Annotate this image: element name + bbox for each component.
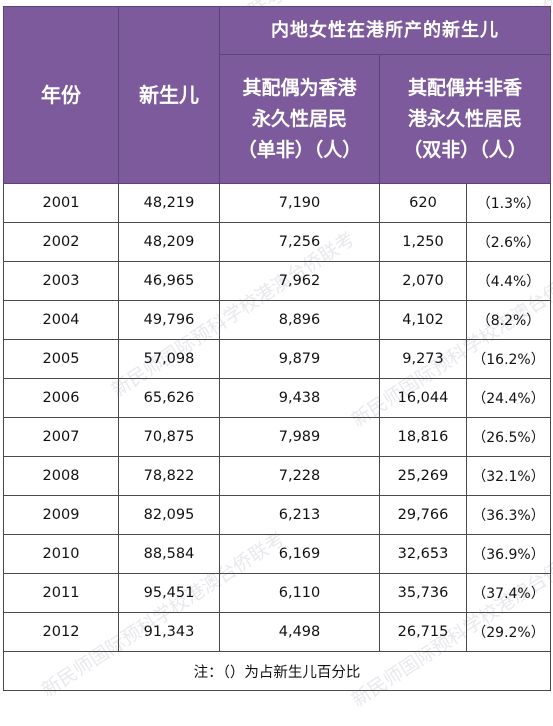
cell-double: 2,070: [379, 261, 467, 301]
cell-percent: （24.4%）: [465, 378, 552, 418]
cell-percent: （16.2%）: [465, 339, 552, 379]
cell-single: 4,498: [219, 612, 380, 652]
table-row: 2010 88,584 6,169 32,653 （36.9%）: [3, 534, 552, 574]
cell-double: 1,250: [379, 222, 467, 262]
cell-single: 6,110: [219, 573, 380, 613]
cell-newborn: 70,875: [118, 417, 220, 457]
table-row: 2009 82,095 6,213 29,766 （36.3%）: [3, 495, 552, 535]
cell-percent: （36.3%）: [465, 495, 552, 535]
cell-percent: （36.9%）: [465, 534, 552, 574]
header-double-line1: 其配偶并非香: [408, 76, 523, 99]
cell-single: 6,213: [219, 495, 380, 535]
cell-double: 29,766: [379, 495, 467, 535]
table-row: 2005 57,098 9,879 9,273 （16.2%）: [3, 339, 552, 379]
cell-year: 2009: [3, 495, 119, 535]
cell-year: 2010: [3, 534, 119, 574]
cell-single: 9,438: [219, 378, 380, 418]
cell-double: 35,736: [379, 573, 467, 613]
cell-percent: （8.2%）: [465, 300, 552, 340]
cell-double: 18,816: [379, 417, 467, 457]
cell-newborn: 49,796: [118, 300, 220, 340]
table-row: 2012 91,343 4,498 26,715 （29.2%）: [3, 612, 552, 652]
header-double-non: 其配偶并非香 港永久性居民 （双非）（人）: [378, 54, 552, 184]
header-single-line2: 永久性居民: [251, 107, 347, 130]
header-single-line1: 其配偶为香港: [242, 76, 357, 99]
cell-newborn: 95,451: [118, 573, 220, 613]
cell-single: 7,962: [219, 261, 380, 301]
cell-newborn: 46,965: [118, 261, 220, 301]
cell-year: 2005: [3, 339, 119, 379]
cell-year: 2004: [3, 300, 119, 340]
header-mainland-mothers: 内地女性在港所产的新生儿: [218, 6, 552, 55]
cell-double: 620: [379, 183, 467, 223]
note-row: 注：（）为占新生儿百分比: [2, 651, 552, 691]
cell-year: 2001: [3, 183, 119, 223]
cell-double: 32,653: [379, 534, 467, 574]
cell-newborn: 82,095: [118, 495, 220, 535]
cell-newborn: 48,209: [118, 222, 220, 262]
table-row: 2004 49,796 8,896 4,102 （8.2%）: [3, 300, 552, 340]
cell-percent: （1.3%）: [465, 183, 552, 223]
cell-percent: （37.4%）: [465, 573, 552, 613]
table-row: 2002 48,209 7,256 1,250 （2.6%）: [3, 222, 552, 262]
cell-double: 16,044: [379, 378, 467, 418]
table-row: 2007 70,875 7,989 18,816 （26.5%）: [3, 417, 552, 457]
cell-double: 26,715: [379, 612, 467, 652]
header-double-line3: （双非）（人）: [403, 138, 527, 161]
table-row: 2006 65,626 9,438 16,044 （24.4%）: [3, 378, 552, 418]
cell-newborn: 91,343: [118, 612, 220, 652]
cell-single: 7,190: [219, 183, 380, 223]
cell-single: 9,879: [219, 339, 380, 379]
cell-single: 7,228: [219, 456, 380, 496]
cell-percent: （4.4%）: [465, 261, 552, 301]
cell-percent: （2.6%）: [465, 222, 552, 262]
cell-year: 2011: [3, 573, 119, 613]
cell-percent: （32.1%）: [465, 456, 552, 496]
cell-year: 2008: [3, 456, 119, 496]
cell-single: 7,256: [219, 222, 380, 262]
header-newborn: 新生儿: [118, 6, 220, 184]
cell-year: 2006: [3, 378, 119, 418]
cell-newborn: 57,098: [118, 339, 220, 379]
newborn-table: 年份 新生儿 内地女性在港所产的新生儿 其配偶为香港 永久性居民 （单非）（人）…: [2, 6, 552, 691]
table-row: 2008 78,822 7,228 25,269 （32.1%）: [3, 456, 552, 496]
header-single-non: 其配偶为香港 永久性居民 （单非）（人）: [219, 54, 380, 184]
header-year: 年份: [3, 6, 119, 184]
cell-year: 2003: [3, 261, 119, 301]
cell-year: 2007: [3, 417, 119, 457]
header-single-line3: （单非）（人）: [237, 138, 362, 161]
cell-single: 8,896: [219, 300, 380, 340]
cell-double: 9,273: [379, 339, 467, 379]
cell-percent: （26.5%）: [465, 417, 552, 457]
cell-newborn: 78,822: [118, 456, 220, 496]
cell-single: 7,989: [219, 417, 380, 457]
table-row: 2003 46,965 7,962 2,070 （4.4%）: [3, 261, 552, 301]
cell-double: 4,102: [379, 300, 467, 340]
cell-newborn: 48,219: [118, 183, 220, 223]
cell-single: 6,169: [219, 534, 380, 574]
table-row: 2001 48,219 7,190 620 （1.3%）: [3, 183, 552, 223]
cell-year: 2012: [3, 612, 119, 652]
table-row: 2011 95,451 6,110 35,736 （37.4%）: [3, 573, 552, 613]
cell-newborn: 65,626: [118, 378, 220, 418]
cell-newborn: 88,584: [118, 534, 220, 574]
header-double-line2: 港永久性居民: [408, 107, 523, 130]
cell-percent: （29.2%）: [465, 612, 552, 652]
cell-year: 2002: [3, 222, 119, 262]
cell-double: 25,269: [379, 456, 467, 496]
table-note: 注：（）为占新生儿百分比: [2, 651, 552, 691]
